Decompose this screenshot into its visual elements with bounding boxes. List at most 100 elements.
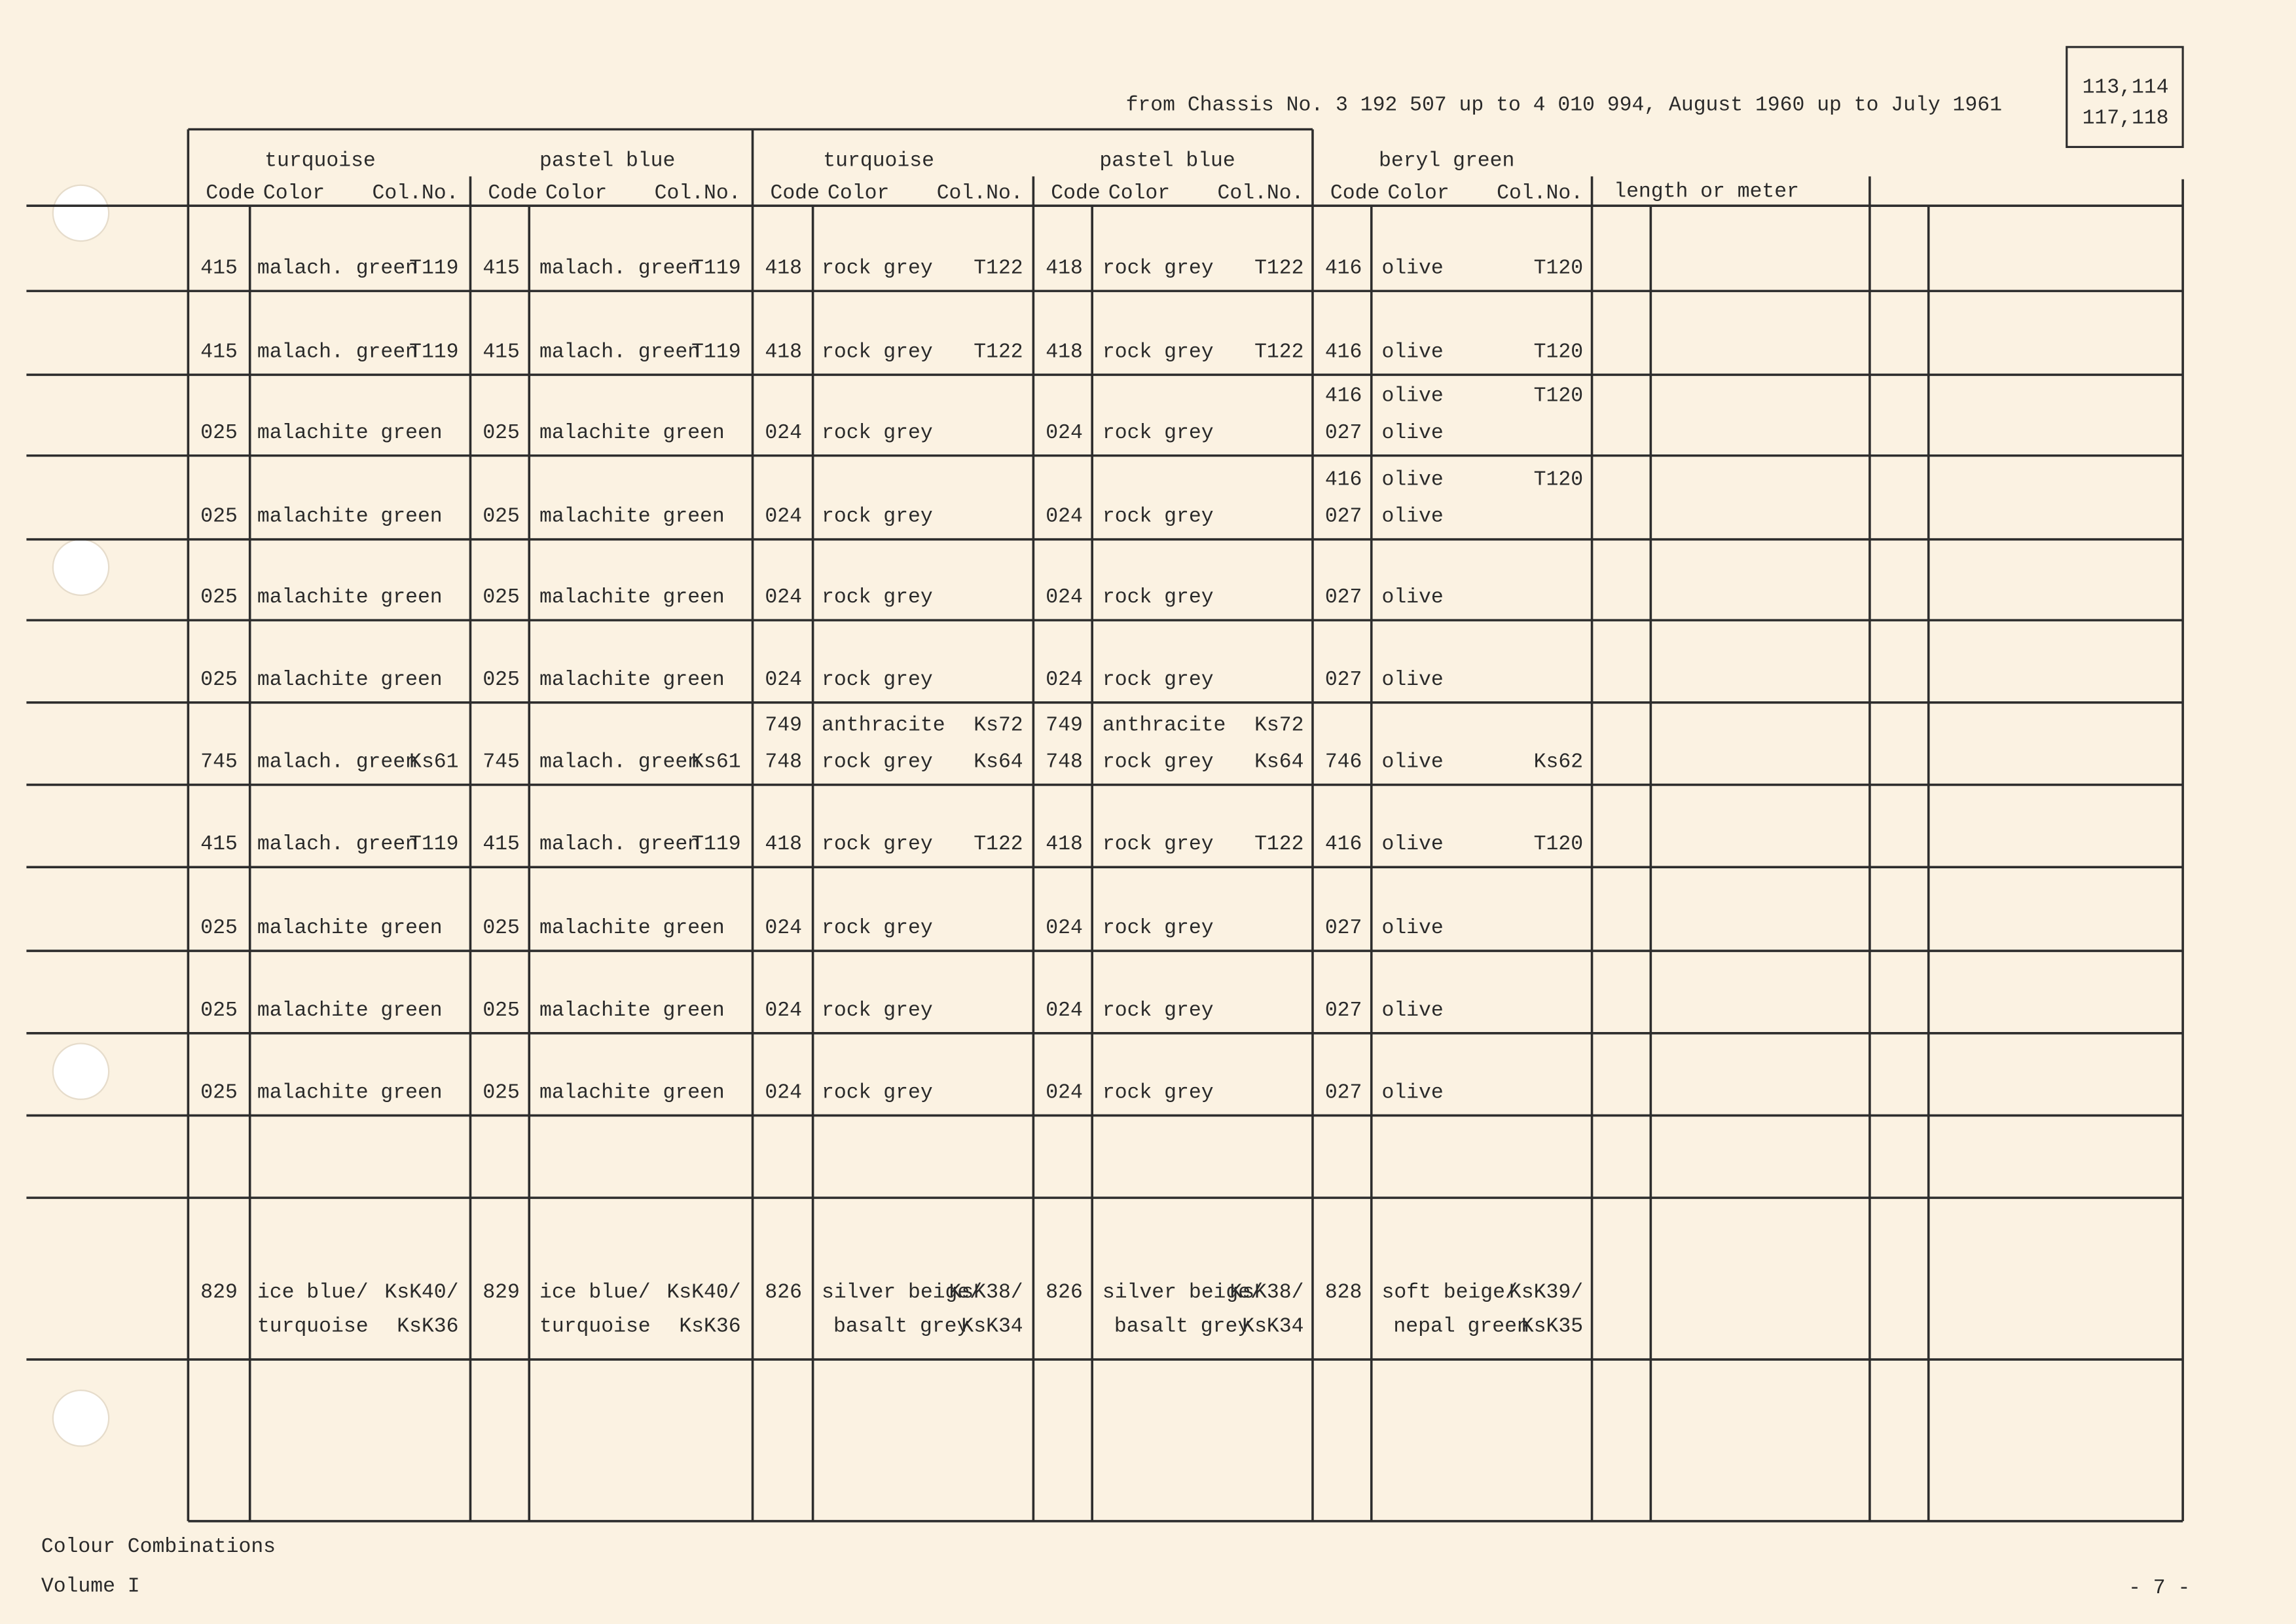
page-number: - 7 - <box>2128 1577 2190 1600</box>
col-no: KsK38/ <box>1230 1282 1303 1304</box>
color-name: rock grey <box>1102 833 1214 856</box>
sub-header: Code <box>770 182 819 205</box>
page-ref: 117,118 <box>2083 107 2169 130</box>
sub-header: Col.No. <box>937 182 1023 205</box>
color-name: malachite green <box>257 999 443 1022</box>
code: 025 <box>200 1082 238 1105</box>
col-no: Ks64 <box>974 751 1023 774</box>
code: 025 <box>200 586 238 609</box>
col-no: KsK39/ <box>1509 1282 1583 1304</box>
code: 418 <box>765 257 802 280</box>
code: 418 <box>1046 341 1083 363</box>
code: 415 <box>200 341 238 363</box>
punch-hole <box>52 1390 110 1447</box>
col-no: T120 <box>1534 257 1583 280</box>
color-name: malach. green <box>539 341 700 363</box>
sub-header: Col.No. <box>373 182 459 205</box>
code: 415 <box>483 833 520 856</box>
color-name: turquoise <box>539 1315 651 1338</box>
color-name: olive <box>1381 1082 1443 1105</box>
col-no: T120 <box>1534 833 1583 856</box>
code: 025 <box>483 1082 520 1105</box>
col-no: T119 <box>691 257 740 280</box>
col-no: T119 <box>409 257 458 280</box>
code: 025 <box>200 422 238 445</box>
code: 829 <box>483 1282 520 1304</box>
code: 025 <box>483 917 520 940</box>
color-name: olive <box>1381 422 1443 445</box>
color-name: soft beige/ <box>1381 1282 1517 1304</box>
col-no: Ks72 <box>974 714 1023 737</box>
color-name: anthracite <box>1102 714 1226 737</box>
sub-header: Col.No. <box>1497 182 1583 205</box>
color-name: olive <box>1381 257 1443 280</box>
sub-header: Color <box>1387 182 1449 205</box>
code: 024 <box>1046 422 1083 445</box>
sub-header: Col.No. <box>1218 182 1304 205</box>
col-no: T120 <box>1534 385 1583 408</box>
code: 025 <box>200 506 238 528</box>
col-no: KsK40/ <box>384 1282 458 1304</box>
color-name: malachite green <box>539 506 725 528</box>
color-name: rock grey <box>822 257 933 280</box>
sub-header: Code <box>1051 182 1100 205</box>
color-name: rock grey <box>1102 586 1214 609</box>
col-no: KsK34 <box>961 1315 1023 1338</box>
color-name: ice blue/ <box>257 1282 369 1304</box>
color-name: malachite green <box>539 999 725 1022</box>
code: 745 <box>200 751 238 774</box>
code: 024 <box>1046 586 1083 609</box>
code: 027 <box>1325 1082 1362 1105</box>
color-name: rock grey <box>822 586 933 609</box>
color-name: malachite green <box>539 586 725 609</box>
code: 024 <box>1046 506 1083 528</box>
col-no: T122 <box>1254 341 1303 363</box>
col-no: T122 <box>974 341 1023 363</box>
color-name: nepal green <box>1393 1315 1529 1338</box>
color-name: malach. green <box>539 257 700 280</box>
color-name: rock grey <box>1102 341 1214 363</box>
color-name: rock grey <box>822 833 933 856</box>
code: 748 <box>765 751 802 774</box>
color-name: basalt grey <box>833 1315 969 1338</box>
sub-header: Code <box>206 182 255 205</box>
code: 027 <box>1325 422 1362 445</box>
color-name: malachite green <box>539 422 725 445</box>
sub-header: Color <box>545 182 607 205</box>
color-name: olive <box>1381 506 1443 528</box>
col-no: KsK36 <box>679 1315 740 1338</box>
page-ref: 113,114 <box>2083 76 2169 99</box>
code: 826 <box>765 1282 802 1304</box>
col-no: KsK34 <box>1242 1315 1303 1338</box>
color-name: rock grey <box>1102 1082 1214 1105</box>
color-name: olive <box>1381 586 1443 609</box>
code: 416 <box>1325 385 1362 408</box>
code: 025 <box>200 669 238 692</box>
color-name: malach. green <box>539 833 700 856</box>
color-name: malachite green <box>257 506 443 528</box>
color-name: malachite green <box>257 1082 443 1105</box>
code: 024 <box>765 669 802 692</box>
col-no: KsK35 <box>1522 1315 1583 1338</box>
code: 025 <box>483 586 520 609</box>
code: 749 <box>765 714 802 737</box>
col-no: KsK36 <box>397 1315 458 1338</box>
color-name: olive <box>1381 751 1443 774</box>
color-name: rock grey <box>1102 751 1214 774</box>
color-name: rock grey <box>1102 999 1214 1022</box>
punch-hole <box>52 1043 110 1100</box>
col-no: T120 <box>1534 341 1583 363</box>
col-no: T122 <box>1254 833 1303 856</box>
code: 025 <box>483 999 520 1022</box>
sub-header: Color <box>1108 182 1170 205</box>
code: 415 <box>200 257 238 280</box>
group-header: pastel blue <box>539 150 675 173</box>
col-no: T120 <box>1534 469 1583 492</box>
color-name: silver beige/ <box>822 1282 982 1304</box>
color-name: olive <box>1381 669 1443 692</box>
color-name: olive <box>1381 341 1443 363</box>
group-header: beryl green <box>1379 150 1514 173</box>
